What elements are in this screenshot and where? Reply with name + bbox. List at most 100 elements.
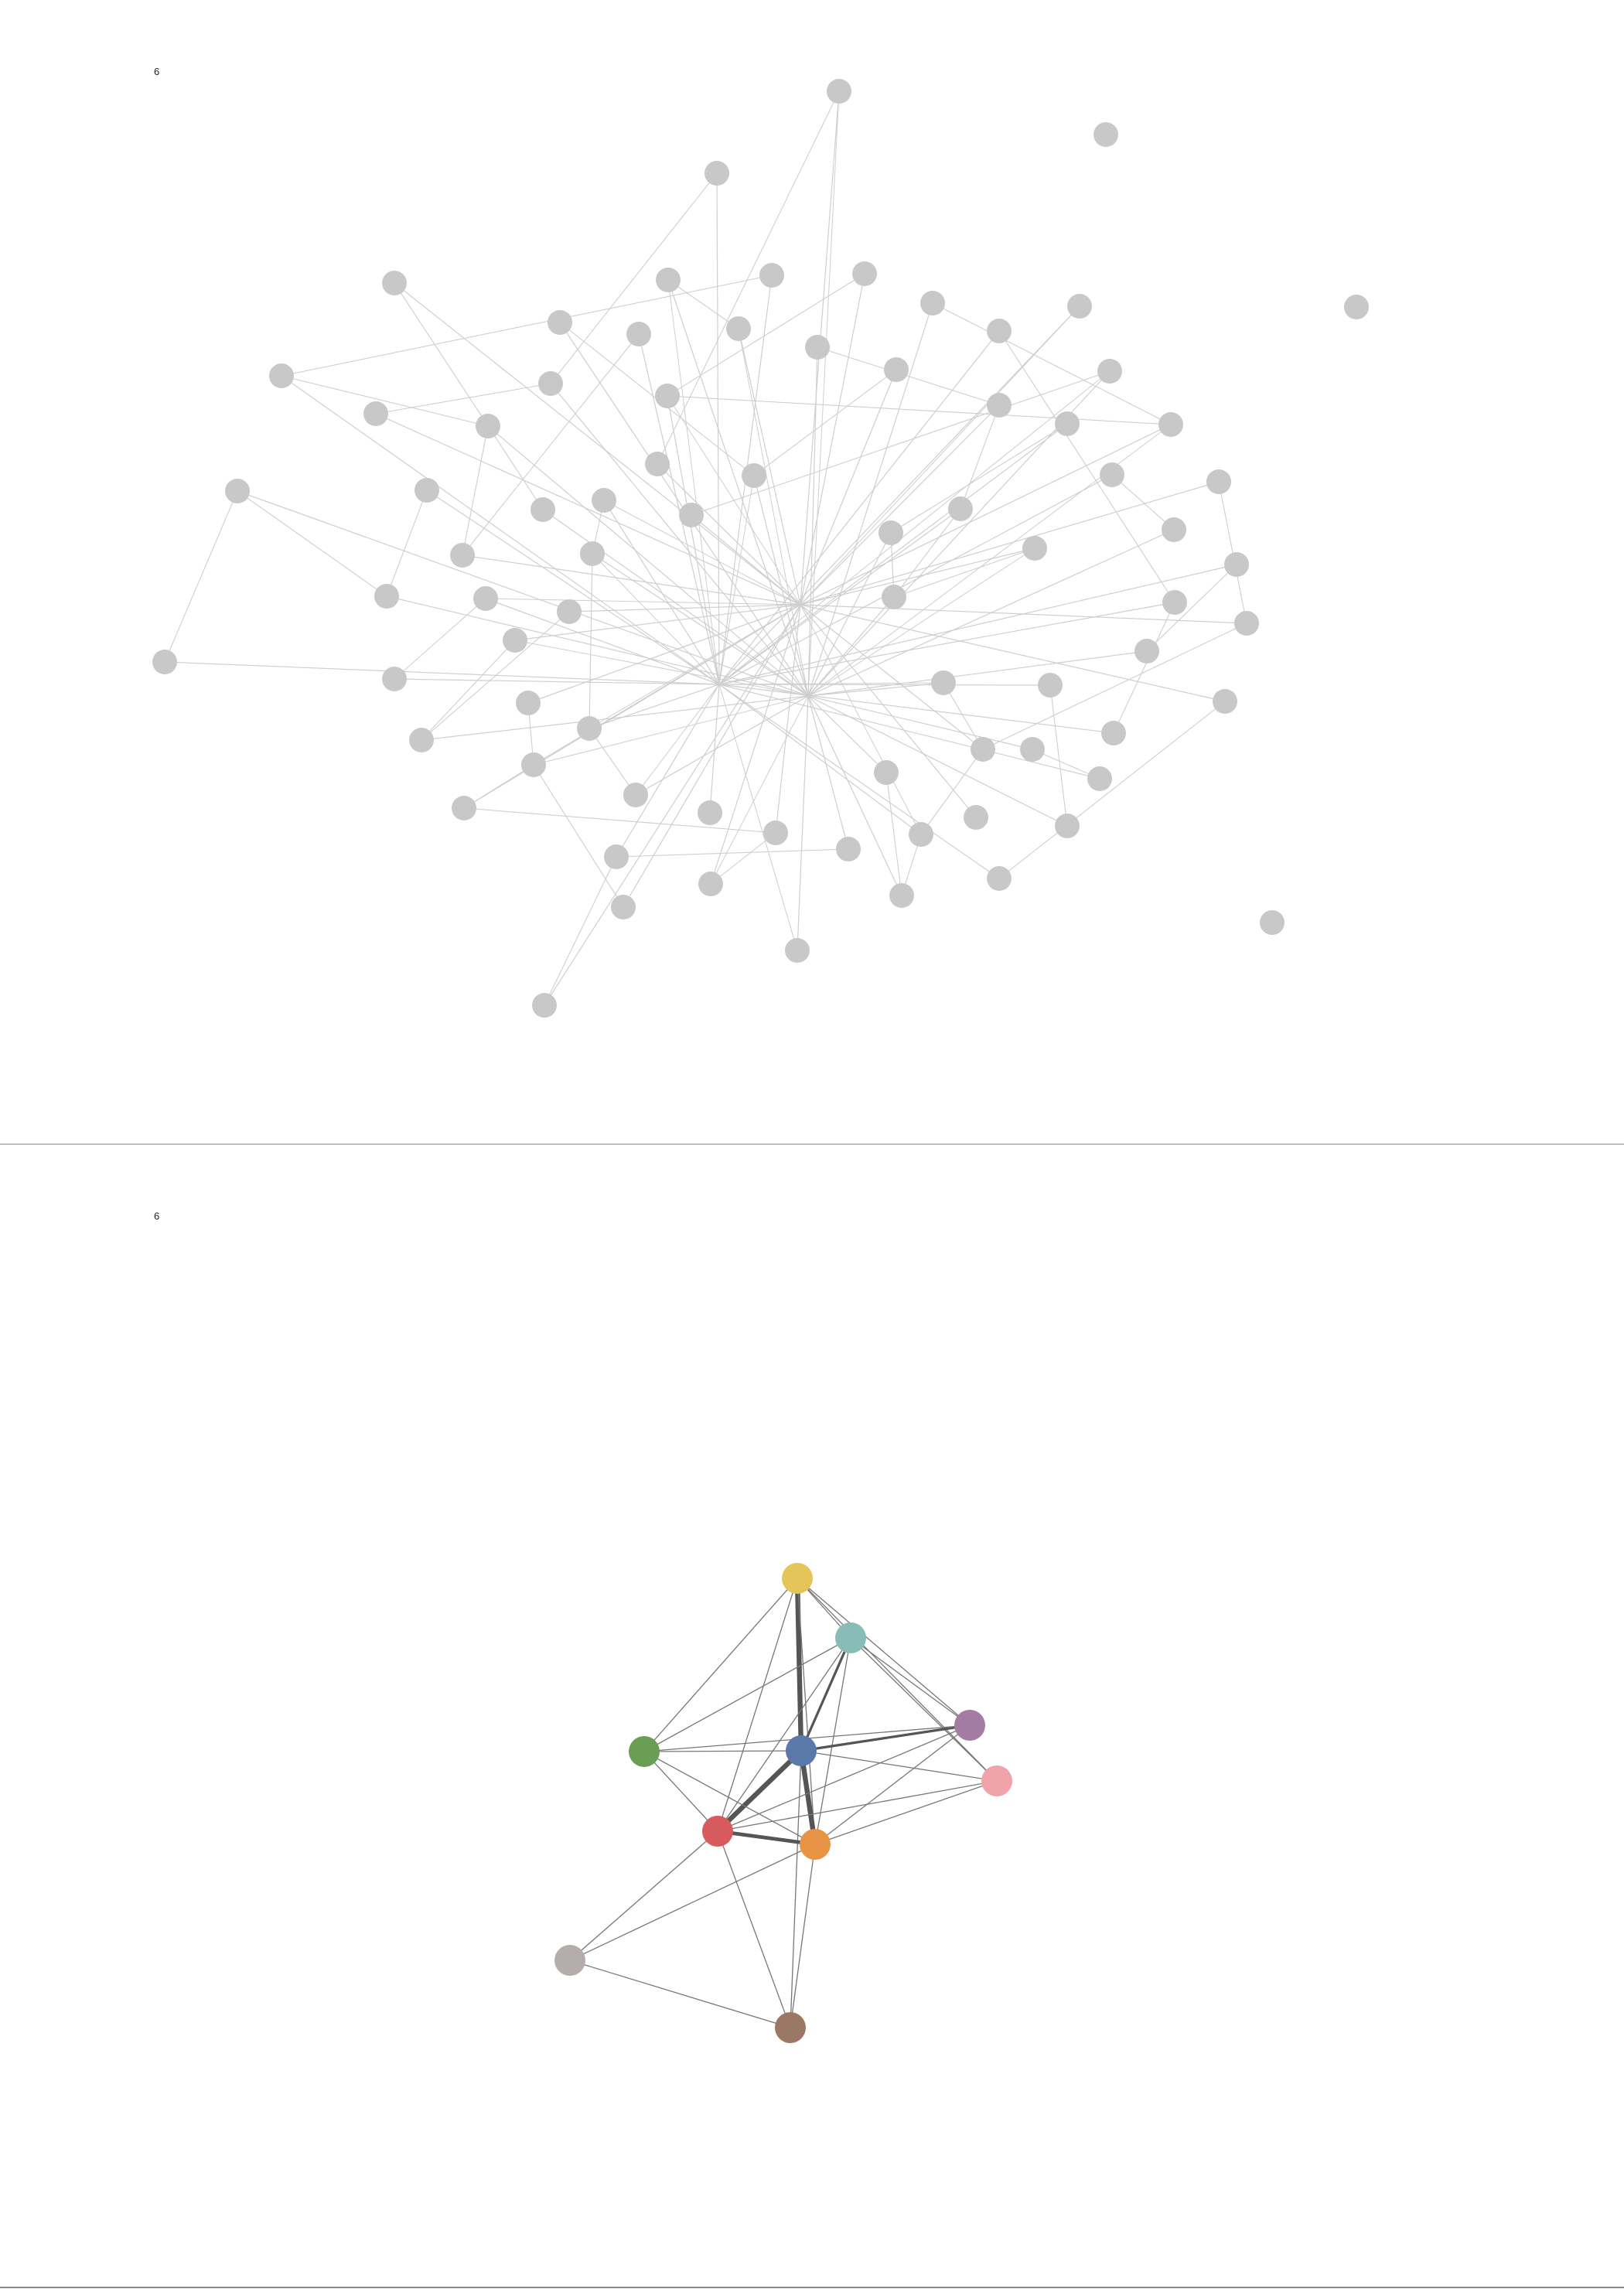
graph-node <box>382 271 407 295</box>
edge-line <box>943 682 984 750</box>
edge-line <box>800 604 984 750</box>
edge-orange-purple <box>814 1724 971 1845</box>
node-brown <box>775 2012 806 2043</box>
graph-node <box>987 393 1012 418</box>
graph-node <box>655 384 680 408</box>
edge-line <box>718 602 1175 685</box>
graph-node <box>623 783 648 807</box>
node-layer <box>152 79 1369 1018</box>
edge-line <box>1113 602 1175 734</box>
edge-line <box>394 678 720 685</box>
edge-line <box>421 611 570 741</box>
node-yellow <box>782 1563 813 1594</box>
edge-line <box>807 90 840 697</box>
edge-line <box>386 595 809 697</box>
edge-line <box>718 684 1100 779</box>
edge-red-pink <box>717 1780 998 1832</box>
graph-node <box>889 883 914 908</box>
edge-orange-pink <box>814 1780 998 1845</box>
graph-node <box>1101 721 1126 745</box>
edge-red-brown <box>717 1830 791 2028</box>
edge-line <box>589 553 593 729</box>
edge-line <box>164 490 238 663</box>
graph-node <box>580 541 605 566</box>
node-gray <box>554 1945 585 1976</box>
edge-line <box>718 305 1080 685</box>
edge-line <box>800 369 897 606</box>
edge-yellow-blue <box>794 1578 804 1752</box>
graph-node <box>852 261 877 286</box>
edge-line <box>807 695 887 773</box>
graph-node <box>1097 359 1122 384</box>
graph-node <box>882 585 906 609</box>
edge-yellow-orange <box>797 1578 816 1845</box>
graph-node <box>1020 737 1045 762</box>
edge-line <box>718 684 1114 734</box>
graph-node <box>931 670 956 695</box>
graph-node <box>884 357 909 382</box>
graph-node <box>948 496 973 521</box>
graph-node <box>1087 766 1112 791</box>
graph-node <box>152 650 177 674</box>
graph-node <box>759 263 784 288</box>
graph-node <box>374 584 399 609</box>
edge-line <box>920 749 984 835</box>
edge-line <box>638 333 720 685</box>
edge-line <box>657 463 801 606</box>
edge-line <box>550 172 718 384</box>
graph-node <box>909 822 933 847</box>
edge-line <box>616 848 849 858</box>
edge-line <box>281 375 720 685</box>
edge-line <box>893 548 1035 598</box>
edge-line <box>592 553 809 697</box>
edge-yellow-pink <box>797 1578 998 1782</box>
graph-node <box>1067 294 1092 319</box>
edge-line <box>667 395 1172 425</box>
edge-blue-orange <box>798 1750 818 1845</box>
edge-line <box>237 490 809 697</box>
edge-line <box>807 532 892 697</box>
graph-node <box>1344 295 1369 319</box>
graph-node <box>503 628 527 653</box>
graph-node <box>476 414 500 438</box>
edge-line <box>281 375 489 427</box>
edge-line <box>807 346 818 697</box>
edge-line <box>1218 481 1247 624</box>
edge-orange-gray <box>569 1844 816 1961</box>
edge-line <box>800 273 865 606</box>
graph-node <box>1162 517 1186 542</box>
graph-node <box>827 79 851 104</box>
edge-line <box>657 90 840 465</box>
edge-line <box>514 640 809 697</box>
graph-node <box>785 938 810 963</box>
graph-node <box>1093 122 1118 147</box>
edge-line <box>797 695 809 951</box>
edge-line <box>800 604 1247 624</box>
edge-line <box>592 553 720 685</box>
graph-node <box>645 452 670 476</box>
edge-line <box>718 684 798 951</box>
graph-node <box>705 161 729 186</box>
edge-line <box>667 279 720 685</box>
edge-line <box>514 604 801 641</box>
network-graph-clustered <box>554 1563 1012 2043</box>
edge-line <box>533 764 624 908</box>
edge-red-orange <box>717 1829 816 1847</box>
graph-node <box>450 543 475 568</box>
edge-line <box>738 328 801 606</box>
node-blue <box>786 1735 817 1766</box>
graph-node <box>920 291 945 316</box>
edge-blue-purple <box>800 1724 971 1752</box>
graph-node <box>592 488 616 513</box>
edge-line <box>691 514 801 606</box>
graph-node <box>1100 462 1124 487</box>
edge-line <box>718 684 1000 879</box>
edge-line <box>800 424 1172 606</box>
graph-node <box>763 820 788 845</box>
node-pink <box>981 1765 1012 1796</box>
edge-teal-green <box>643 1637 851 1752</box>
edge-line <box>394 598 486 680</box>
edge-line <box>426 490 720 685</box>
edge-line <box>807 695 1068 827</box>
edge-line <box>589 728 636 796</box>
